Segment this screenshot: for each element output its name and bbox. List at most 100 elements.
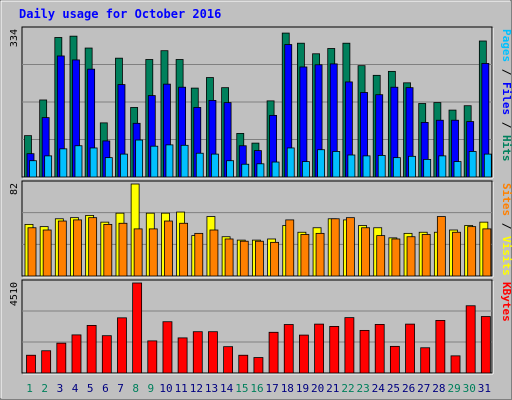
x-tick-label-24: 24 [372, 382, 386, 395]
bar-pages-day-14 [226, 160, 234, 178]
bar-kbytes-day-29 [450, 355, 461, 374]
bar-sites-day-3 [57, 220, 67, 277]
bar-sites-day-25 [391, 238, 401, 277]
x-tick-label-6: 6 [102, 382, 109, 395]
bar-pages-day-20 [317, 149, 325, 178]
bar-sites-day-1 [27, 227, 37, 277]
series-legend: Pages / Files / Hits [500, 29, 512, 162]
x-axis-labels: 1 2 3 4 5 6 7 8 9 10 11 12 13 14 15 16 17 18 19 20 21 22 23 24 2… [26, 382, 491, 395]
x-tick-label-3: 3 [57, 382, 64, 395]
bar-kbytes-day-12 [192, 331, 203, 374]
series-legend: Sites / Visits [500, 183, 512, 276]
bar-sites-day-17 [270, 241, 279, 277]
bar-pages-day-16 [256, 163, 265, 178]
bar-kbytes-day-2 [41, 350, 52, 374]
bar-sites-day-12 [194, 232, 204, 277]
x-tick-label-13: 13 [205, 382, 218, 395]
legend-sites: Sites [500, 183, 512, 216]
legend-kbytes: KBytes [500, 282, 512, 322]
bar-pages-day-21 [332, 151, 341, 178]
bar-sites-day-26 [406, 236, 416, 277]
bar-pages-day-2 [44, 155, 53, 178]
bar-kbytes-day-30 [465, 305, 476, 374]
bar-pages-day-30 [468, 151, 477, 178]
bar-sites-day-11 [179, 222, 189, 277]
x-tick-label-29: 29 [447, 382, 460, 395]
bar-kbytes-day-4 [71, 334, 82, 374]
bar-pages-day-29 [453, 161, 462, 178]
bar-kbytes-day-10 [162, 321, 173, 374]
bar-sites-day-22 [345, 217, 355, 277]
bar-kbytes-day-5 [86, 325, 97, 374]
bar-pages-day-15 [241, 163, 250, 178]
bar-pages-day-10 [165, 144, 174, 178]
legend- /: / [500, 115, 512, 135]
bar-kbytes-day-15 [238, 354, 249, 374]
bar-pages-day-4 [74, 145, 83, 178]
bar-sites-day-7 [118, 222, 128, 277]
bar-sites-day-14 [224, 238, 234, 277]
x-tick-label-16: 16 [250, 382, 263, 395]
bar-kbytes-day-18 [283, 324, 294, 374]
x-tick-label-28: 28 [432, 382, 445, 395]
bar-pages-day-11 [180, 144, 189, 178]
bar-sites-day-5 [88, 217, 98, 277]
bar-sites-day-9 [148, 228, 158, 277]
bar-kbytes-day-6 [101, 335, 112, 374]
bar-sites-day-4 [73, 219, 82, 277]
bar-kbytes-day-22 [344, 317, 355, 374]
x-tick-label-2: 2 [41, 382, 48, 395]
bar-sites-day-20 [315, 232, 325, 277]
bar-sites-day-24 [376, 235, 386, 277]
bar-kbytes-day-21 [329, 326, 340, 374]
legend-files: Files [500, 82, 512, 115]
bar-kbytes-day-17 [268, 331, 279, 374]
x-tick-label-4: 4 [72, 382, 79, 395]
bar-kbytes-day-25 [389, 345, 400, 374]
bar-sites-day-31 [482, 228, 492, 277]
legend- /: / [500, 62, 512, 82]
bar-kbytes-day-27 [420, 347, 431, 374]
bar-kbytes-day-19 [299, 334, 309, 374]
bar-kbytes-day-13 [208, 331, 218, 374]
x-tick-label-15: 15 [235, 382, 248, 395]
bar-sites-day-19 [300, 234, 310, 277]
bar-pages-day-3 [59, 148, 68, 178]
panel-3: 4510 KBytes [9, 279, 512, 375]
bar-kbytes-day-8 [132, 282, 143, 374]
x-tick-label-25: 25 [387, 382, 400, 395]
bar-kbytes-day-1 [26, 354, 36, 374]
x-tick-label-7: 7 [117, 382, 124, 395]
bar-pages-day-26 [408, 155, 416, 178]
bar-sites-day-16 [255, 240, 264, 277]
bar-sites-day-10 [164, 220, 173, 277]
x-tick-label-8: 8 [132, 382, 139, 395]
bar-kbytes-day-14 [223, 346, 233, 374]
bar-kbytes-day-7 [117, 317, 127, 374]
bar-sites-day-28 [436, 216, 446, 277]
legend- /: / [500, 216, 512, 236]
bar-sites-day-29 [452, 231, 461, 277]
bar-kbytes-day-26 [405, 323, 415, 374]
bar-kbytes-day-11 [177, 337, 188, 374]
bar-pages-day-5 [89, 147, 98, 178]
bar-sites-day-21 [330, 218, 340, 277]
bar-pages-day-18 [286, 147, 295, 178]
x-tick-label-12: 12 [190, 382, 203, 395]
bar-sites-day-8 [133, 228, 143, 277]
bar-pages-day-28 [438, 155, 447, 178]
bar-kbytes-day-23 [359, 329, 370, 374]
legend-visits: Visits [500, 236, 512, 276]
bar-sites-day-13 [209, 229, 219, 277]
x-tick-label-17: 17 [266, 382, 279, 395]
x-tick-label-21: 21 [326, 382, 339, 395]
bar-kbytes-day-24 [374, 324, 385, 374]
series-legend: KBytes [500, 282, 512, 322]
bar-pages-day-6 [104, 157, 113, 178]
bar-sites-day-27 [421, 234, 431, 277]
x-tick-label-10: 10 [159, 382, 172, 395]
bar-pages-day-25 [392, 157, 401, 178]
x-tick-label-31: 31 [478, 382, 491, 395]
bar-pages-day-13 [211, 153, 219, 178]
